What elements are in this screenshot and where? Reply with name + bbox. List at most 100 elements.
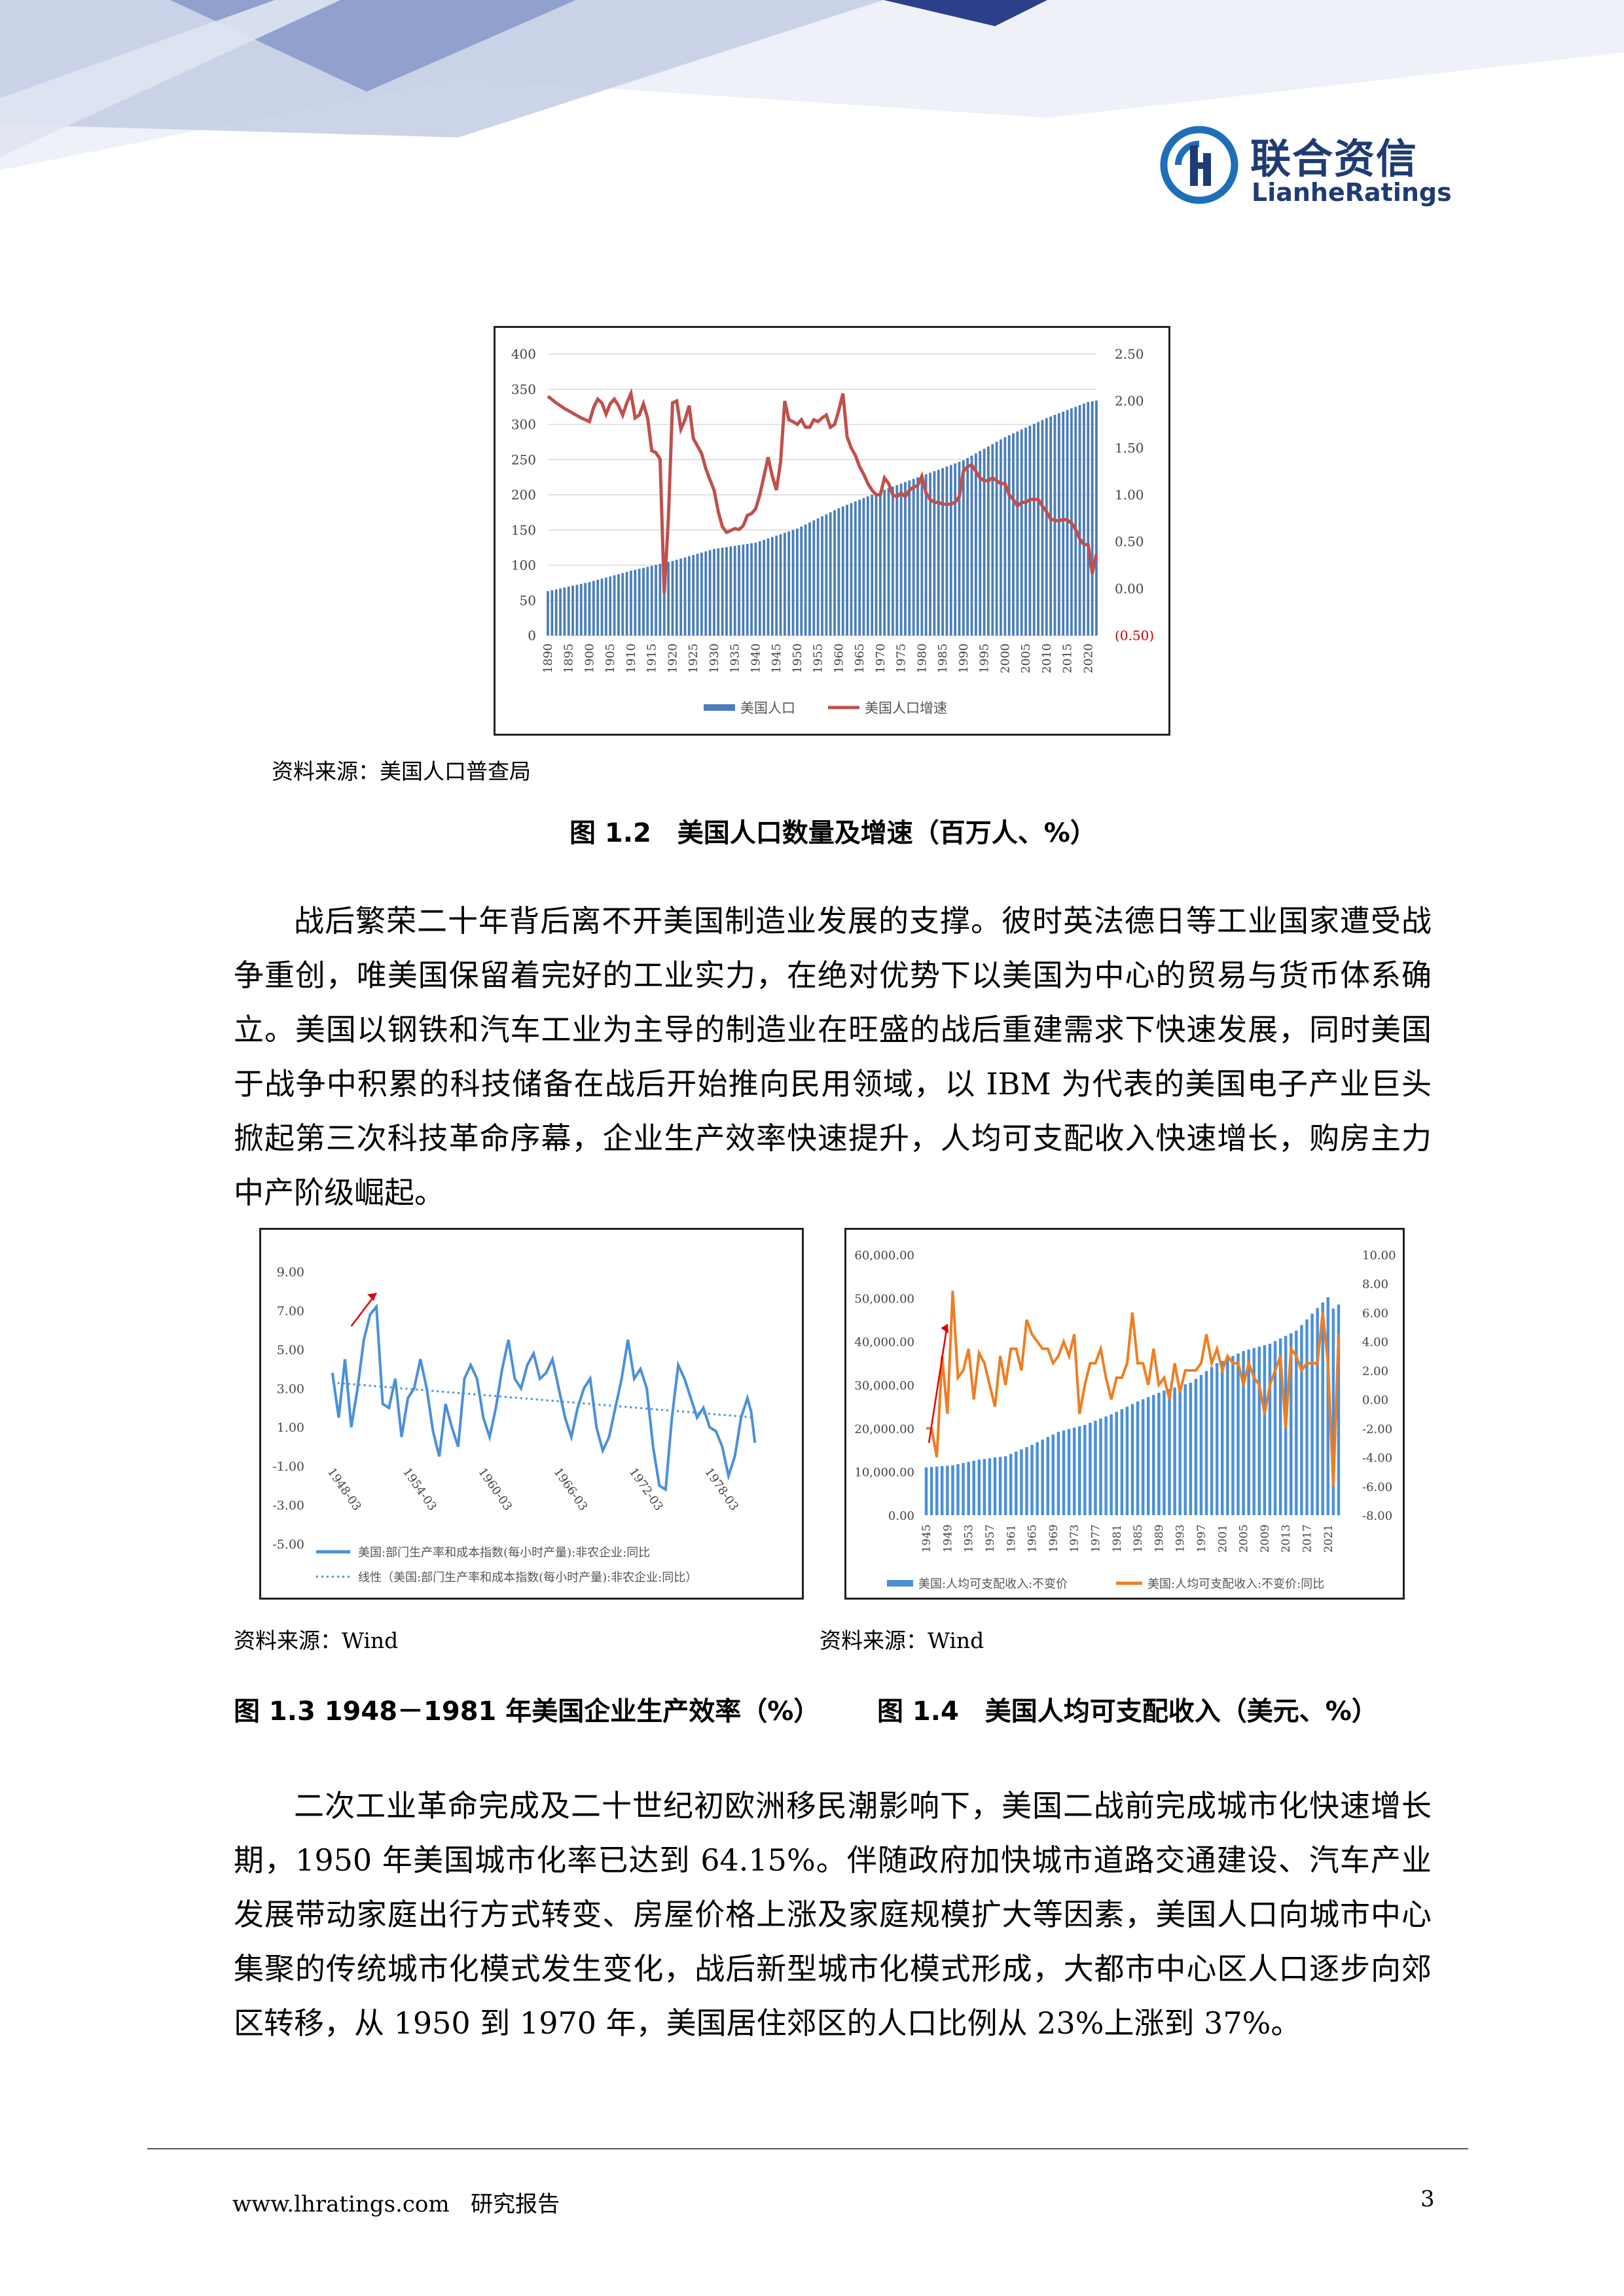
- income-bar: [1051, 1434, 1055, 1515]
- population-bar: [912, 478, 915, 636]
- left-axis-tick: 300: [511, 417, 536, 433]
- right-axis-tick: 0.00: [1115, 581, 1144, 596]
- population-bar: [908, 480, 911, 636]
- population-bar: [825, 514, 828, 636]
- population-bar: [1012, 433, 1015, 636]
- income-bar: [1163, 1390, 1166, 1515]
- population-bar: [559, 588, 562, 636]
- income-bar: [993, 1457, 997, 1515]
- income-bar: [1099, 1418, 1102, 1515]
- population-bar: [899, 483, 903, 636]
- income-bar: [1204, 1371, 1208, 1515]
- population-bar: [609, 576, 612, 636]
- right-axis-tick: -8.00: [1362, 1509, 1392, 1523]
- population-bar: [642, 567, 645, 636]
- right-axis-tick: 1.00: [1115, 487, 1144, 503]
- population-bar: [679, 558, 683, 636]
- population-bar: [579, 584, 583, 636]
- right-axis-tick: (0.50): [1115, 628, 1154, 643]
- y-axis-tick: -1.00: [272, 1460, 304, 1474]
- population-bar: [704, 551, 708, 636]
- population-bar: [1028, 425, 1032, 636]
- x-axis-tick: 1977: [1089, 1524, 1102, 1552]
- legend-growth-label: 美国人口增速: [865, 700, 947, 716]
- population-bar: [683, 557, 687, 636]
- left-axis-tick: 400: [511, 346, 536, 362]
- population-bar: [837, 508, 840, 636]
- x-axis-tick: 1940: [749, 643, 763, 673]
- income-bar: [1273, 1341, 1277, 1515]
- population-bar: [970, 456, 973, 636]
- income-bar: [1089, 1422, 1092, 1515]
- population-bar: [983, 448, 986, 636]
- population-bar: [1045, 418, 1048, 636]
- income-bar: [1020, 1449, 1023, 1515]
- x-axis-tick: 1985: [936, 643, 950, 673]
- population-bar: [592, 581, 595, 636]
- population-bar: [700, 552, 703, 636]
- income-growth-line: [926, 1291, 1340, 1486]
- population-bar: [604, 577, 607, 636]
- population-bar: [750, 543, 753, 636]
- x-axis-tick: 1970: [874, 643, 888, 673]
- income-bar: [1030, 1444, 1034, 1515]
- left-axis-tick: 200: [511, 487, 536, 503]
- population-bar: [871, 494, 874, 636]
- paragraph-manufacturing: 战后繁荣二十年背后离不开美国制造业发展的支撑。彼时英法德日等工业国家遭受战争重创…: [234, 903, 1432, 1210]
- figure-1-4-caption: 图 1.4 美国人均可支配收入（美元、%）: [877, 1696, 1378, 1727]
- population-bar: [883, 490, 886, 636]
- income-bar: [983, 1459, 986, 1515]
- population-bar: [796, 528, 799, 636]
- paragraph-urbanization: 二次工业革命完成及二十世纪初欧洲移民潮影响下，美国二战前完成城市化快速增长期，1…: [234, 1788, 1432, 2041]
- income-bar: [1189, 1382, 1193, 1515]
- x-axis-tick: 2005: [1238, 1524, 1251, 1552]
- population-bar: [646, 567, 649, 636]
- right-axis-tick: 10.00: [1362, 1249, 1396, 1263]
- population-bar: [1020, 429, 1023, 636]
- x-axis-tick: 1989: [1153, 1524, 1166, 1552]
- right-axis-tick: 1.50: [1115, 440, 1144, 456]
- income-bar: [1115, 1412, 1118, 1515]
- population-bar: [638, 569, 641, 636]
- left-axis-tick: 40,000.00: [854, 1336, 914, 1350]
- y-axis-tick: -5.00: [272, 1537, 304, 1552]
- footer-website[interactable]: www.lhratings.com: [232, 2191, 450, 2217]
- income-bar: [1009, 1454, 1013, 1515]
- legend-population-label: 美国人口: [740, 700, 795, 716]
- income-bar: [962, 1463, 965, 1515]
- y-axis-tick: -3.00: [272, 1499, 304, 1513]
- population-bar: [958, 461, 961, 636]
- population-bar: [1083, 403, 1085, 636]
- income-bar: [1003, 1456, 1007, 1515]
- x-axis-tick: 1957: [984, 1524, 997, 1552]
- population-bar: [895, 485, 899, 636]
- x-axis-tick: 1981: [1111, 1524, 1124, 1552]
- population-bar: [763, 539, 766, 636]
- figure-1-2-source: 资料来源：美国人口普查局: [272, 759, 531, 784]
- income-bar: [1305, 1319, 1308, 1515]
- population-bar: [770, 537, 774, 636]
- legend-growth-label: 美国:人均可支配收入:不变价:同比: [1147, 1577, 1324, 1591]
- income-bar: [967, 1462, 970, 1515]
- left-axis-tick: 250: [511, 452, 536, 467]
- population-bar: [954, 463, 957, 636]
- population-bar: [850, 503, 853, 636]
- income-bar: [977, 1460, 981, 1515]
- x-axis-tick: 1993: [1174, 1524, 1187, 1552]
- population-bar: [1007, 435, 1011, 636]
- population-bar: [1003, 437, 1007, 636]
- left-axis-tick: 10,000.00: [854, 1466, 914, 1480]
- population-bar: [1078, 405, 1081, 636]
- income-bar: [1110, 1414, 1113, 1515]
- population-bar: [717, 548, 720, 636]
- x-axis-tick: 1935: [729, 643, 742, 673]
- x-axis-tick: 1965: [1026, 1524, 1039, 1552]
- y-axis-tick: 5.00: [277, 1343, 304, 1357]
- population-bar: [941, 468, 944, 636]
- left-axis-tick: 50,000.00: [854, 1292, 914, 1306]
- left-axis-tick: 20,000.00: [854, 1422, 914, 1436]
- x-axis-tick: 1930: [708, 643, 721, 673]
- income-bar: [1337, 1304, 1341, 1515]
- population-bar: [600, 579, 604, 636]
- population-bar: [1087, 402, 1090, 636]
